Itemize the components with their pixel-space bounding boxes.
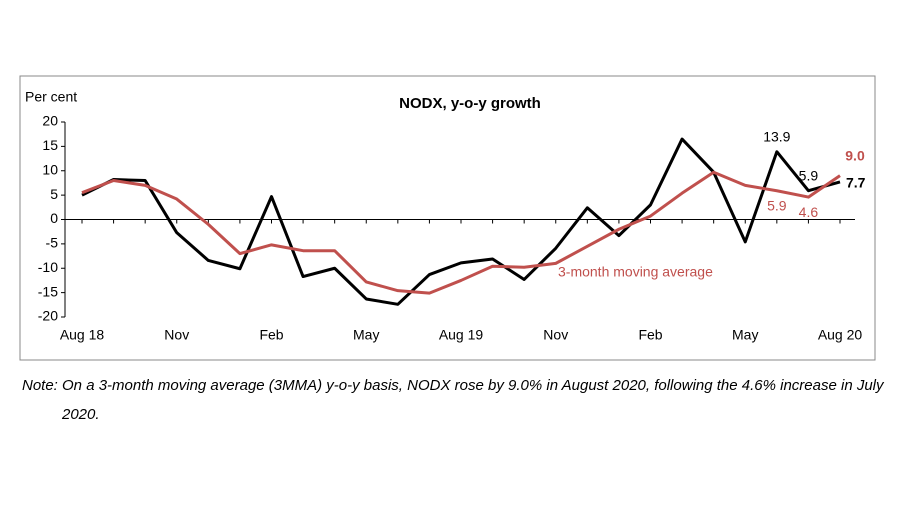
x-tick-label: Aug 18 xyxy=(60,327,105,343)
x-tick-label: May xyxy=(732,327,758,343)
x-tick-label: Feb xyxy=(259,327,283,343)
data-label: 7.7 xyxy=(846,175,866,191)
chart-frame xyxy=(19,75,876,361)
series-line xyxy=(81,170,841,295)
data-label: 13.9 xyxy=(763,128,790,144)
y-tick-label: 10 xyxy=(42,161,58,177)
data-label: 5.9 xyxy=(767,197,787,213)
y-tick-label: 20 xyxy=(42,113,58,129)
y-axis-label: Per cent xyxy=(25,89,77,105)
chart-title: NODX, y-o-y growth xyxy=(399,95,541,112)
x-tick-label: May xyxy=(353,327,379,343)
y-tick-label: 5 xyxy=(50,186,58,202)
x-tick-label: Aug 20 xyxy=(818,327,863,343)
series-label: 3-month moving average xyxy=(558,264,713,280)
y-tick-label: 0 xyxy=(50,210,58,226)
data-label: 4.6 xyxy=(799,204,819,220)
data-label: 5.9 xyxy=(799,167,819,183)
x-tick-label: Aug 19 xyxy=(439,327,484,343)
y-tick-label: -20 xyxy=(38,308,58,324)
y-tick-label: 15 xyxy=(42,137,58,153)
x-tick-label: Nov xyxy=(543,327,568,343)
data-label: 9.0 xyxy=(845,147,865,163)
y-tick-label: -15 xyxy=(38,283,58,299)
x-tick-label: Nov xyxy=(164,327,189,343)
chart: NODX, y-o-y growth Per cent -20 -15 -10 -5 0… xyxy=(19,75,876,361)
x-tick-label: Feb xyxy=(638,327,662,343)
y-tick-label: -10 xyxy=(38,259,58,275)
note: Note: On a 3-month moving average (3MMA)… xyxy=(22,377,884,423)
y-tick-label: -5 xyxy=(46,235,59,251)
